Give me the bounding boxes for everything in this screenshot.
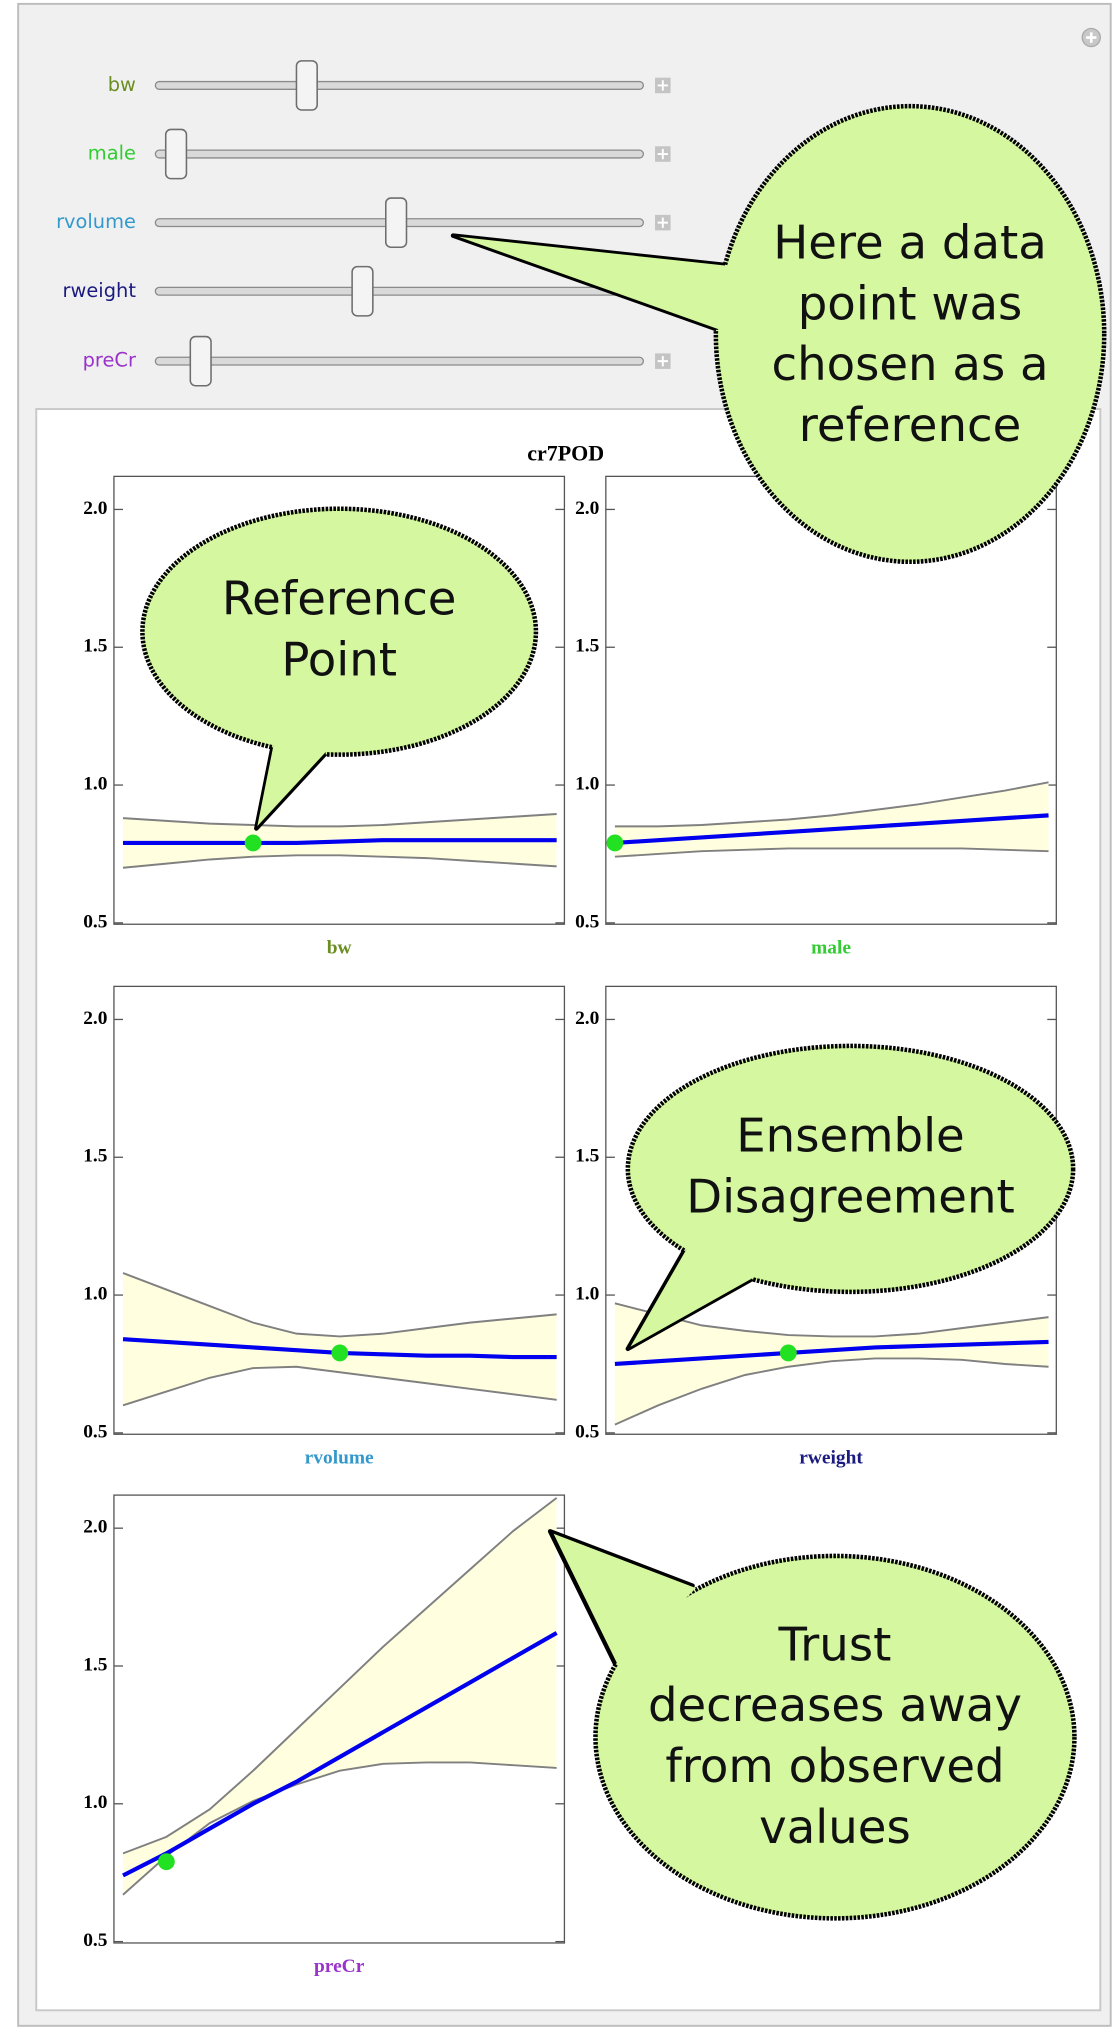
slider-thumb[interactable]	[190, 337, 211, 386]
callout-text: Ensemble	[736, 1109, 965, 1163]
slider-thumb[interactable]	[386, 198, 407, 247]
y-tick-label: 2.0	[575, 498, 599, 519]
slider-label: rvolume	[56, 210, 136, 233]
slider-track[interactable]	[155, 150, 643, 158]
y-tick-label: 2.0	[575, 1008, 599, 1029]
y-tick-label: 0.5	[83, 1421, 107, 1442]
reference-point	[331, 1345, 348, 1362]
y-tick-label: 1.5	[83, 1654, 107, 1675]
callout-text: Here a data	[773, 215, 1047, 269]
slider-track[interactable]	[155, 357, 643, 365]
plot: 0.5 1.0 1.5 2.0 rvolume	[83, 986, 564, 1468]
callout-text: chosen as a	[771, 337, 1048, 391]
callout-text: Trust	[778, 1617, 892, 1671]
callout-text: reference	[799, 398, 1021, 452]
y-tick-label: 1.0	[83, 1792, 107, 1813]
reference-point	[245, 835, 262, 852]
slider-track[interactable]	[155, 287, 643, 295]
manipulate-panel: cr7POD bw male rvolume rweight preCr 0.5 1.0 1…	[0, 0, 1112, 2031]
y-tick-label: 0.5	[83, 1930, 107, 1951]
reference-point	[780, 1345, 797, 1362]
slider-label: rweight	[63, 279, 137, 302]
y-tick-label: 0.5	[83, 911, 107, 932]
y-tick-label: 1.5	[83, 636, 107, 657]
y-tick-label: 2.0	[83, 1008, 107, 1029]
y-tick-label: 1.5	[83, 1146, 107, 1167]
slider-label: preCr	[83, 349, 136, 372]
reference-point	[606, 835, 623, 852]
callout-text: from observed	[665, 1739, 1004, 1793]
y-tick-label: 0.5	[575, 911, 599, 932]
x-axis-label: male	[811, 937, 851, 958]
slider-label: male	[88, 142, 136, 165]
plot: 0.5 1.0 1.5 2.0 male	[575, 476, 1056, 958]
figure-title: cr7POD	[527, 441, 604, 466]
slider-thumb[interactable]	[296, 61, 317, 110]
page: {"controls": [ {"label": "bw", "color": …	[0, 0, 1112, 2031]
callout-text: decreases away	[648, 1678, 1022, 1732]
y-tick-label: 1.5	[575, 1146, 599, 1167]
y-tick-label: 1.0	[83, 774, 107, 795]
reference-point	[158, 1853, 175, 1870]
slider-track[interactable]	[155, 82, 643, 90]
callout-text: point was	[798, 276, 1023, 330]
x-axis-label: rvolume	[305, 1447, 374, 1468]
slider-thumb[interactable]	[352, 267, 373, 316]
callout-text: Point	[281, 632, 397, 686]
y-tick-label: 0.5	[575, 1421, 599, 1442]
x-axis-label: preCr	[314, 1956, 365, 1977]
y-tick-label: 2.0	[83, 1517, 107, 1538]
y-tick-label: 1.0	[575, 774, 599, 795]
x-axis-label: bw	[327, 937, 352, 958]
y-tick-label: 1.0	[83, 1284, 107, 1305]
slider-label: bw	[108, 73, 136, 96]
y-tick-label: 1.5	[575, 636, 599, 657]
y-tick-label: 2.0	[83, 498, 107, 519]
callout-text: Reference	[222, 571, 457, 625]
y-tick-label: 1.0	[575, 1284, 599, 1305]
callout-bubble	[716, 106, 1104, 562]
plot: 0.5 1.0 1.5 2.0 preCr	[83, 1495, 564, 1977]
callout-text: values	[759, 1800, 911, 1854]
x-axis-label: rweight	[799, 1447, 863, 1468]
slider-thumb[interactable]	[166, 129, 187, 178]
callout-text: Disagreement	[686, 1169, 1015, 1223]
